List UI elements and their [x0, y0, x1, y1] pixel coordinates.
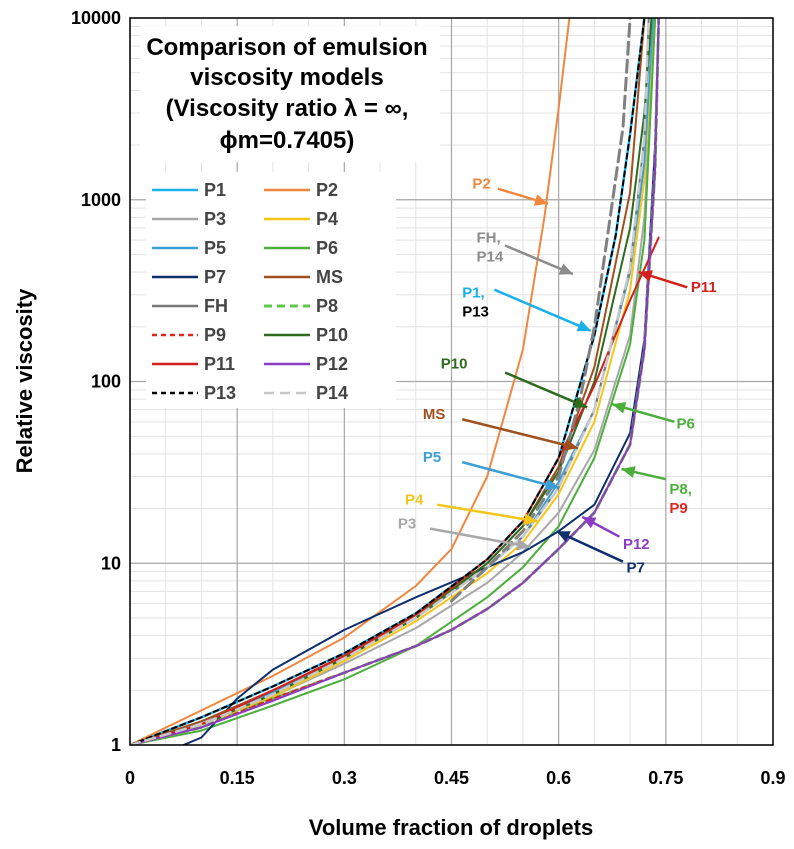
chart-title-line-3: (Viscosity ratio λ = ∞, [166, 95, 409, 122]
legend-label-ms: MS [316, 267, 343, 287]
annotation-label: P4 [405, 492, 424, 509]
annotation-p10: P10 [441, 355, 588, 409]
annotation-p1p13: P1,P13 [462, 284, 592, 332]
y-tick-label: 1 [111, 735, 121, 755]
annotation-arrow-head [638, 270, 653, 282]
annotation-label: P10 [441, 355, 468, 372]
annotation-label: P7 [627, 559, 645, 576]
annotation-arrow-head [533, 194, 548, 206]
annotation-arrow-shaft [461, 418, 579, 450]
annotation-arrow-head [572, 396, 588, 408]
legend-label-p5: P5 [204, 238, 226, 258]
legend-label-p6: P6 [316, 238, 338, 258]
x-tick-label: 0.3 [332, 768, 357, 788]
legend-label-p1: P1 [204, 180, 226, 200]
y-tick-label: 100 [91, 372, 121, 392]
annotation-arrow-head [544, 478, 559, 491]
annotation-label: P6 [677, 416, 695, 433]
chart-title-line-4: ϕm=0.7405) [220, 127, 355, 154]
annotation-label: FH, [477, 230, 501, 247]
annotation-arrow-shaft [429, 527, 531, 549]
legend-background [146, 172, 396, 408]
legend-label-p12: P12 [316, 354, 348, 374]
annotation-label: P8, [669, 481, 692, 498]
series-lines [130, 18, 661, 745]
legend-label-p13: P13 [204, 383, 236, 403]
annotation-arrow-shaft [504, 371, 588, 409]
legend-label-p8: P8 [316, 296, 338, 316]
annotation-arrow-head [612, 402, 627, 414]
x-tick-label: 0.75 [648, 768, 683, 788]
annotation-label: P5 [423, 449, 441, 466]
series-line-p7 [182, 18, 660, 745]
y-axis-ticks: 1 10 100 1000 10000 [71, 8, 121, 755]
series-line-p12 [130, 18, 660, 745]
annotation-p12: P12 [581, 515, 650, 553]
x-tick-label: 0.6 [546, 768, 571, 788]
y-tick-label: 10000 [71, 8, 121, 28]
chart-title: Comparison of emulsion viscosity models … [140, 26, 440, 162]
x-tick-label: 0.9 [760, 768, 785, 788]
y-axis-title: Relative viscosity [12, 288, 37, 473]
annotation-p7: P7 [556, 530, 645, 576]
x-axis-ticks: 0 0.15 0.3 0.45 0.6 0.75 0.9 [125, 768, 786, 788]
annotation-p11: P11 [638, 270, 717, 296]
legend-label-p4: P4 [316, 209, 338, 229]
annotation-arrow-head [582, 516, 597, 529]
annotation-fhp14: FH, P14 [477, 230, 574, 276]
annotation-arrow-head [621, 466, 636, 478]
annotation-arrow-head [556, 531, 571, 543]
x-tick-label: 0.45 [434, 768, 469, 788]
x-tick-label: 0 [125, 768, 135, 788]
legend-label-p3: P3 [204, 209, 226, 229]
legend-label-p9: P9 [204, 325, 226, 345]
series-line-p13 [130, 18, 646, 745]
annotation-ms: MS [423, 406, 579, 451]
legend-label-p7: P7 [204, 267, 226, 287]
chart-title-line-1: Comparison of emulsion [146, 34, 427, 61]
annotation-p6: P6 [611, 402, 695, 433]
annotation-arrow-head [563, 439, 578, 451]
plot-frame [129, 17, 774, 746]
series-line-p2 [130, 18, 571, 745]
legend-label-p10: P10 [316, 325, 348, 345]
x-axis-title: Volume fraction of droplets [309, 815, 593, 840]
annotation-label: P13 [462, 303, 489, 320]
annotation-label: P11 [691, 279, 717, 296]
legend-label-p11: P11 [204, 354, 235, 374]
annotation-p3: P3 [398, 516, 531, 551]
annotation-p5: P5 [423, 449, 559, 491]
annotation-arrow-head [576, 320, 591, 332]
series-line-p14 [130, 18, 650, 745]
series-line-p4 [130, 18, 655, 745]
annotation-label: P3 [398, 516, 416, 533]
annotation-label: P2 [472, 176, 490, 193]
annotation-label: MS [423, 406, 446, 423]
annotation-arrow-shaft [461, 460, 559, 490]
annotation-arrow-shaft [437, 503, 538, 523]
annotation-arrow-head [523, 513, 538, 526]
series-line-p6 [130, 18, 657, 745]
legend-label-fh: FH [204, 296, 228, 316]
annotation-label: P14 [477, 249, 504, 266]
annotation-p2: P2 [472, 176, 549, 206]
y-tick-label: 1000 [81, 190, 121, 210]
x-tick-label: 0.15 [220, 768, 255, 788]
annotation-label: P1, [462, 284, 485, 301]
annotation-arrow-shaft [493, 288, 592, 332]
annotation-arrow-head [516, 538, 531, 551]
annotation-p4: P4 [405, 492, 538, 526]
annotation-arrow-head [558, 263, 573, 275]
legend-label-p14: P14 [316, 383, 348, 403]
y-tick-label: 10 [101, 553, 121, 573]
annotation-label: P12 [623, 536, 650, 553]
annotation-label: P9 [669, 500, 687, 517]
chart-title-line-2: viscosity models [190, 64, 383, 91]
legend: P1 P2 P3 P4 P5 P6 P7 MS FH P8 P9 P10 P11 P12 P13 P14 [146, 172, 396, 408]
overlay-line-fh-dashed [450, 18, 632, 603]
annotation-p8p9: P8,P9 [621, 466, 692, 517]
legend-label-p2: P2 [316, 180, 338, 200]
